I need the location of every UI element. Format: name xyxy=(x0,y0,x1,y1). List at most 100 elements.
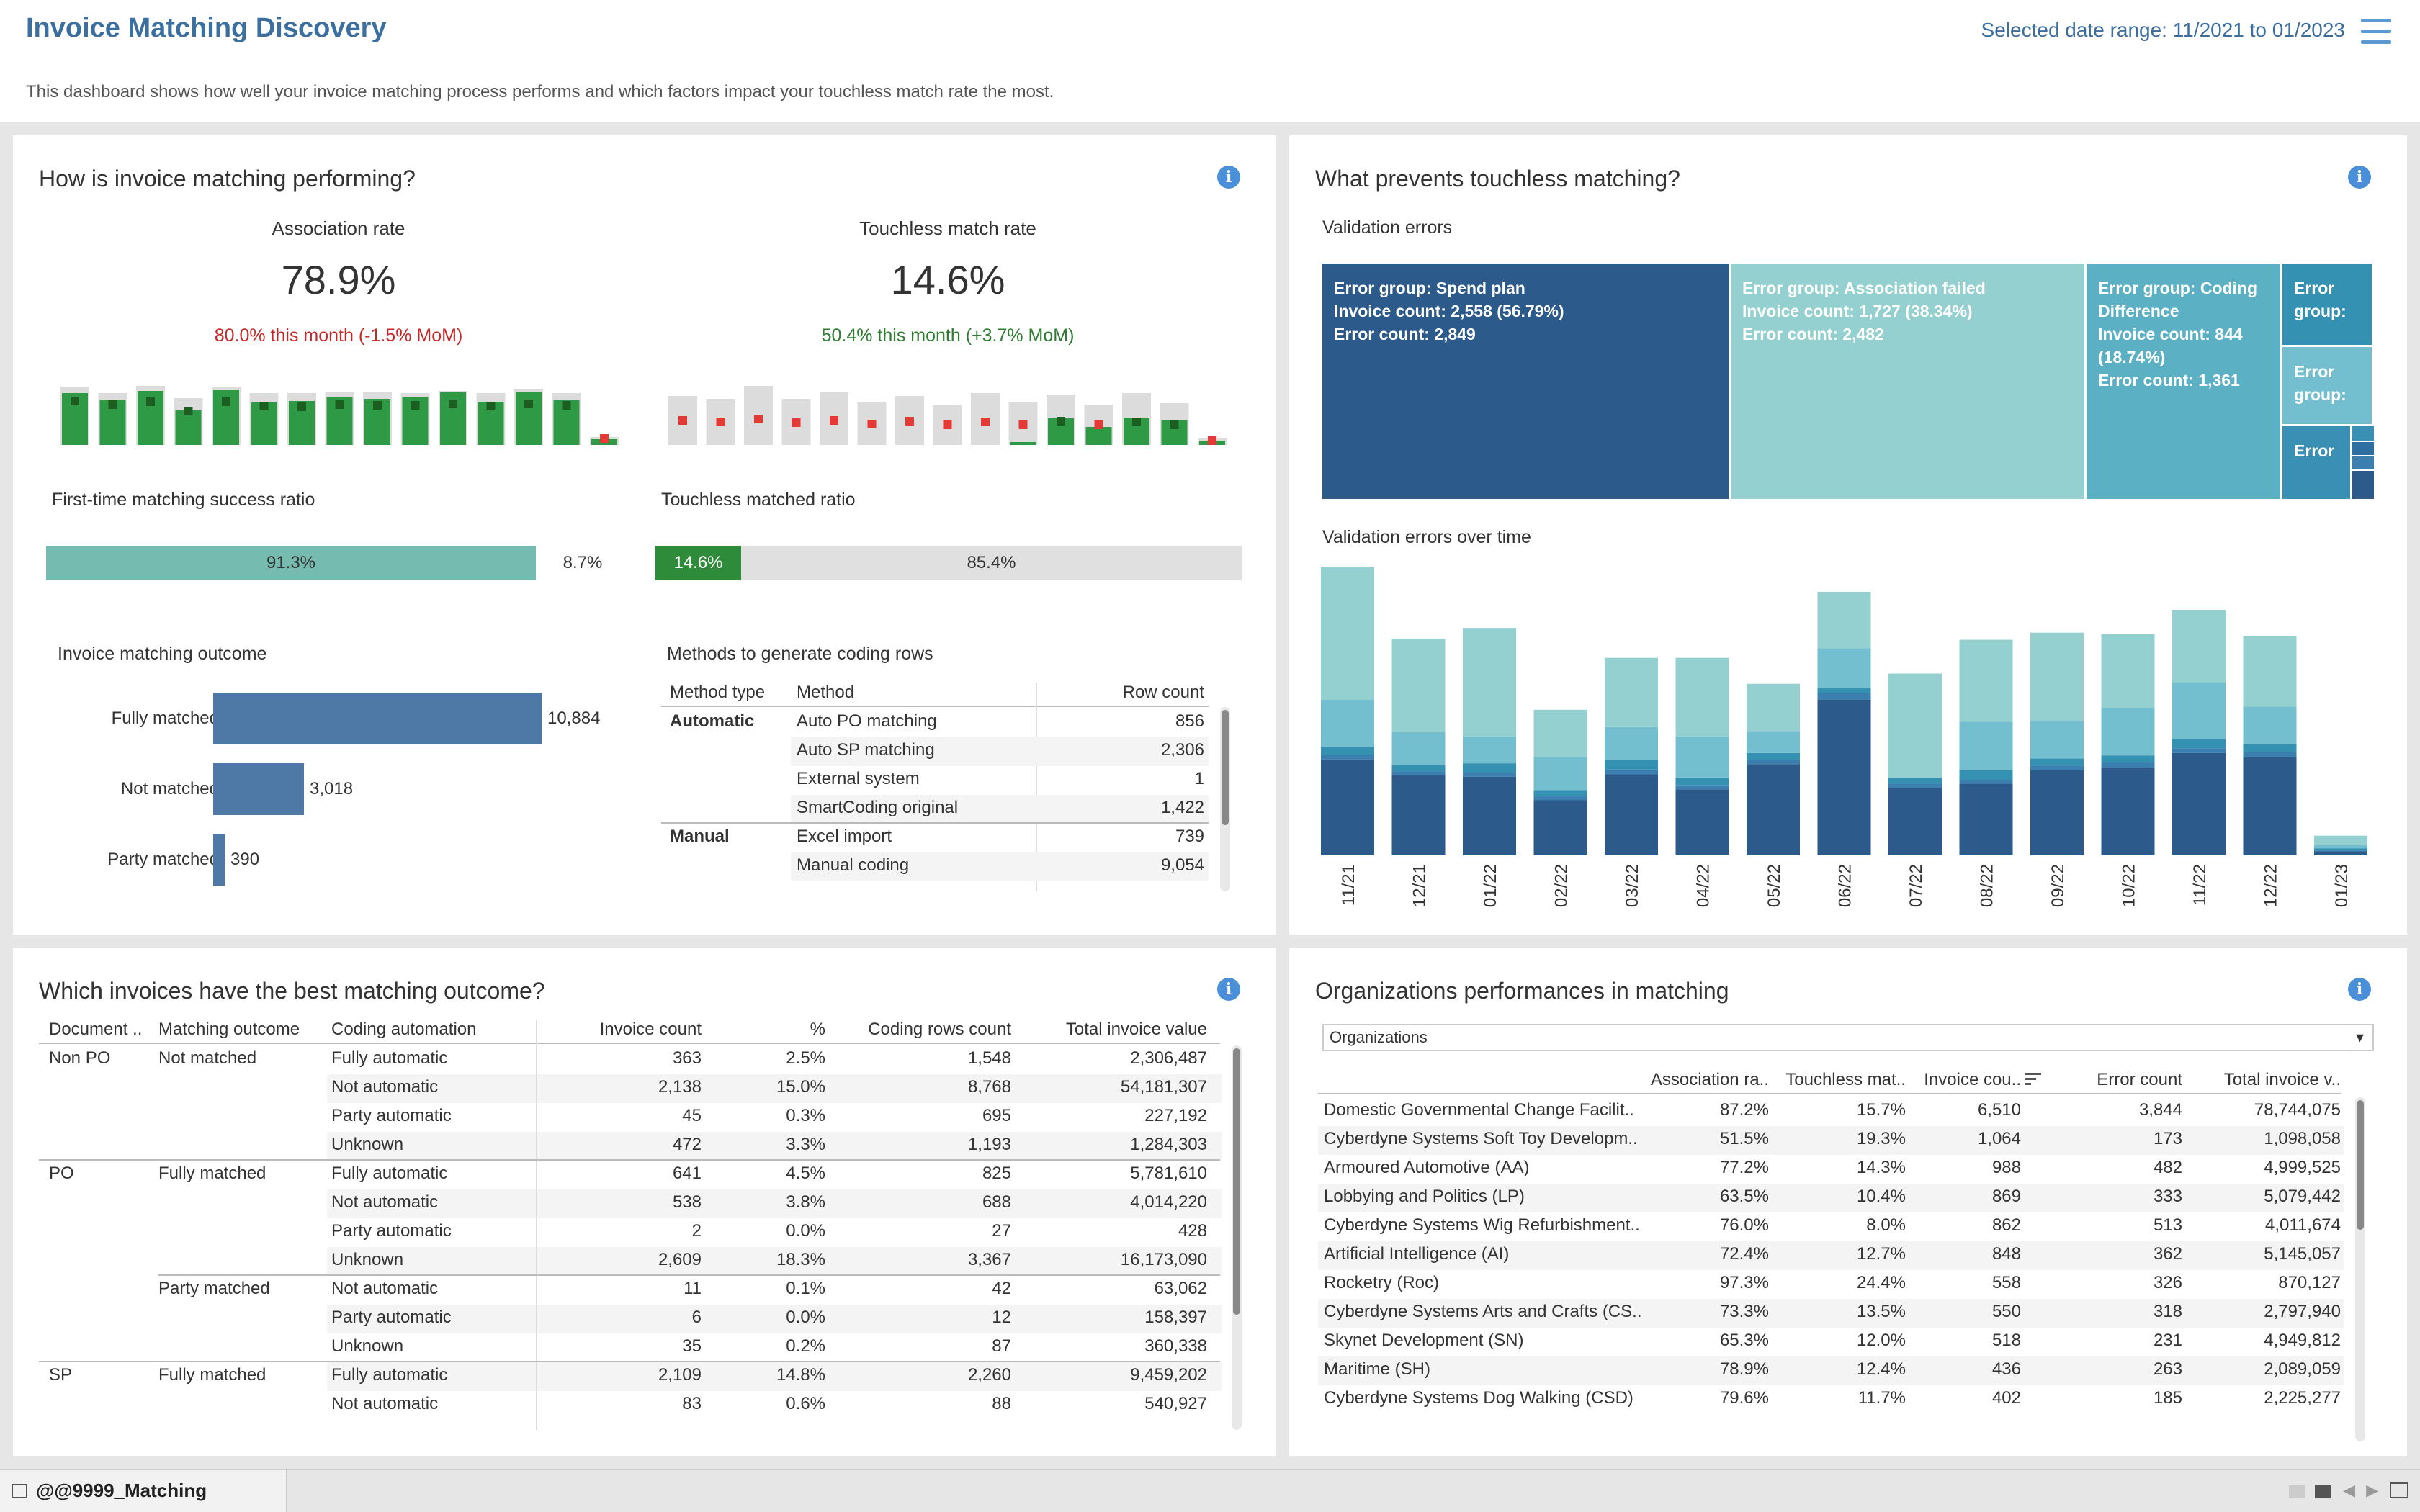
error-bar-segment[interactable] xyxy=(2243,744,2297,752)
column-header[interactable]: Invoice count xyxy=(599,1020,702,1039)
organizations-filter-dropdown[interactable]: Organizations ▼ xyxy=(1322,1024,2374,1051)
error-bar-segment[interactable] xyxy=(1817,693,1871,700)
previous-icon[interactable]: ◀ xyxy=(2343,1481,2355,1499)
error-bar-segment[interactable] xyxy=(1888,673,1942,778)
sheet-tab[interactable]: @@9999_Matching Discove... xyxy=(0,1470,287,1512)
treemap-tile-small[interactable] xyxy=(2352,426,2374,501)
error-bar-segment[interactable] xyxy=(2101,767,2155,855)
outcome-bar[interactable] xyxy=(213,834,225,886)
error-bar-segment[interactable] xyxy=(2172,610,2226,683)
error-bar-segment[interactable] xyxy=(2314,851,2367,855)
error-bar-segment[interactable] xyxy=(1392,775,1446,855)
error-bar-segment[interactable] xyxy=(2172,752,2226,855)
error-bar-segment[interactable] xyxy=(1747,764,1800,855)
column-header[interactable]: Coding automation xyxy=(331,1020,477,1039)
error-bar-segment[interactable] xyxy=(1959,639,2013,722)
error-bar-segment[interactable] xyxy=(1888,777,1942,784)
organization-name[interactable]: Armoured Automotive (AA) xyxy=(1324,1158,1530,1177)
error-bar-segment[interactable] xyxy=(1463,763,1516,773)
column-header[interactable]: Invoice cou.. xyxy=(1924,1070,2021,1089)
treemap-tile-other[interactable]: Error group: xyxy=(2282,264,2374,347)
error-bar-segment[interactable] xyxy=(1817,699,1871,855)
treemap-tile-spend-plan[interactable]: Error group: Spend plan Invoice count: 2… xyxy=(1322,264,1731,501)
error-bar-segment[interactable] xyxy=(2172,748,2226,753)
column-header[interactable]: Document .. xyxy=(49,1020,143,1039)
error-bar-segment[interactable] xyxy=(1959,770,2013,780)
organization-name[interactable]: Lobbying and Politics (LP) xyxy=(1324,1187,1525,1206)
error-bar-segment[interactable] xyxy=(1817,591,1871,649)
outcome-bar[interactable] xyxy=(213,763,304,815)
error-bar-segment[interactable] xyxy=(1392,765,1446,772)
error-bar-segment[interactable] xyxy=(1392,639,1446,732)
error-bar-segment[interactable] xyxy=(2243,636,2297,707)
error-bar-segment[interactable] xyxy=(1959,721,2013,770)
error-bar-segment[interactable] xyxy=(1463,628,1516,737)
error-bar-segment[interactable] xyxy=(1533,800,1587,855)
error-bar-segment[interactable] xyxy=(2172,739,2226,749)
grid-view-icon[interactable] xyxy=(2289,1485,2305,1498)
error-bar-segment[interactable] xyxy=(1817,648,1871,688)
treemap-tile-other[interactable]: Error group: xyxy=(2282,347,2374,426)
treemap-tile-coding-difference[interactable]: Error group: Coding Difference Invoice c… xyxy=(2087,264,2282,501)
error-bar-segment[interactable] xyxy=(1321,567,1374,700)
organization-name[interactable]: Cyberdyne Systems Soft Toy Developm.. xyxy=(1324,1129,1638,1148)
chevron-down-icon[interactable]: ▼ xyxy=(2347,1025,2372,1050)
error-bar-segment[interactable] xyxy=(1533,757,1587,791)
error-bar-segment[interactable] xyxy=(2314,848,2367,851)
organization-name[interactable]: Cyberdyne Systems Dog Walking (CSD) xyxy=(1324,1388,1634,1408)
error-bar-segment[interactable] xyxy=(1533,796,1587,801)
organization-name[interactable]: Maritime (SH) xyxy=(1324,1359,1430,1379)
error-bar-segment[interactable] xyxy=(1605,726,1658,760)
error-bar-segment[interactable] xyxy=(2101,762,2155,768)
column-header[interactable]: Method xyxy=(797,683,855,702)
info-icon[interactable]: i xyxy=(2348,978,2371,1001)
error-bar-segment[interactable] xyxy=(1392,732,1446,765)
error-bar-segment[interactable] xyxy=(1747,731,1800,753)
error-bar-segment[interactable] xyxy=(1533,790,1587,797)
organization-name[interactable]: Cyberdyne Systems Arts and Crafts (CS.. xyxy=(1324,1302,1641,1321)
next-icon[interactable]: ▶ xyxy=(2366,1481,2378,1499)
error-bar-segment[interactable] xyxy=(2314,850,2367,852)
error-bar-segment[interactable] xyxy=(1605,657,1658,727)
error-bar-segment[interactable] xyxy=(2243,757,2297,855)
error-bar-segment[interactable] xyxy=(1605,769,1658,775)
organization-name[interactable]: Rocketry (Roc) xyxy=(1324,1273,1440,1292)
column-header[interactable]: Error count xyxy=(2097,1070,2182,1089)
error-bar-segment[interactable] xyxy=(1888,783,1942,788)
outcome-bar[interactable] xyxy=(213,693,542,744)
error-bar-segment[interactable] xyxy=(1463,736,1516,764)
organization-name[interactable]: Cyberdyne Systems Wig Refurbishment.. xyxy=(1324,1215,1640,1235)
error-bar-segment[interactable] xyxy=(1675,789,1729,855)
column-header[interactable]: Total invoice v.. xyxy=(2223,1070,2341,1089)
error-bar-segment[interactable] xyxy=(1533,709,1587,757)
error-bar-segment[interactable] xyxy=(2314,835,2367,845)
info-icon[interactable]: i xyxy=(1217,978,1240,1001)
error-bar-segment[interactable] xyxy=(2030,770,2084,855)
error-bar-segment[interactable] xyxy=(2243,706,2297,744)
error-bar-segment[interactable] xyxy=(1675,657,1729,737)
column-header[interactable]: % xyxy=(810,1020,825,1039)
error-bar-segment[interactable] xyxy=(1959,783,2013,855)
error-bar-segment[interactable] xyxy=(1888,788,1942,855)
column-header[interactable]: Touchless mat.. xyxy=(1785,1070,1906,1089)
outcome-table-scrollbar[interactable] xyxy=(1232,1045,1242,1430)
info-icon[interactable]: i xyxy=(1217,166,1240,189)
error-bar-segment[interactable] xyxy=(1463,776,1516,855)
single-view-icon[interactable] xyxy=(2315,1485,2331,1498)
error-bar-segment[interactable] xyxy=(2314,845,2367,849)
error-bar-segment[interactable] xyxy=(2030,721,2084,759)
error-bar-segment[interactable] xyxy=(1747,760,1800,765)
organization-name[interactable]: Domestic Governmental Change Facilit.. xyxy=(1324,1100,1634,1120)
error-bar-segment[interactable] xyxy=(1463,773,1516,777)
spark-value-bar[interactable] xyxy=(1085,427,1112,445)
treemap-tile-other[interactable]: Error xyxy=(2282,426,2352,501)
error-bar-segment[interactable] xyxy=(2101,708,2155,756)
treemap-tile-association-failed[interactable]: Error group: Association failed Invoice … xyxy=(1731,264,2087,501)
organization-name[interactable]: Skynet Development (SN) xyxy=(1324,1331,1524,1350)
error-bar-segment[interactable] xyxy=(1747,683,1800,732)
column-header[interactable]: Row count xyxy=(1122,683,1204,702)
error-bar-segment[interactable] xyxy=(1817,688,1871,693)
error-bar-segment[interactable] xyxy=(1959,780,2013,784)
error-bar-segment[interactable] xyxy=(1321,747,1374,755)
column-header[interactable]: Association ra.. xyxy=(1650,1070,1769,1089)
